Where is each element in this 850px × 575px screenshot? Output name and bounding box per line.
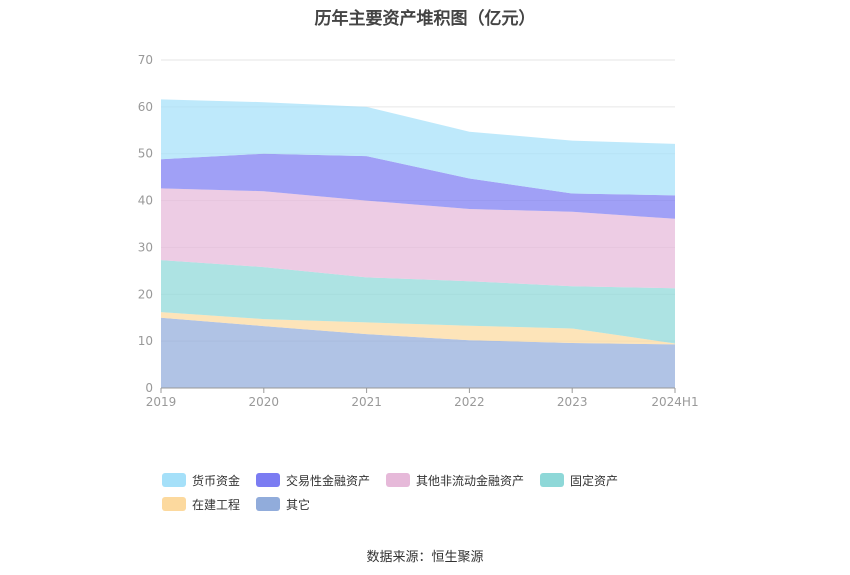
series-area-0	[161, 317, 675, 388]
stacked-area-chart: 0 10 20 30 40 50 60 70 2019 2020 2021 2022 2023 2024H…	[138, 53, 699, 409]
y-tick-label: 0	[145, 381, 153, 395]
legend-item[interactable]: 其他非流动金融资产	[386, 472, 524, 488]
series-area-2	[161, 260, 675, 344]
legend-swatch	[162, 473, 186, 487]
x-tick-label: 2024H1	[651, 395, 698, 409]
legend-swatch	[386, 473, 411, 487]
legend-swatch	[256, 473, 281, 487]
y-tick-label: 20	[138, 287, 153, 301]
legend-swatch	[162, 497, 186, 511]
legend-item[interactable]: 货币资金	[162, 472, 240, 488]
x-tick-label: 2020	[249, 395, 280, 409]
axis-layer: 0 10 20 30 40 50 60 70 2019 2020 2021 2022 2023 2024H…	[138, 53, 699, 409]
x-tick-label: 2021	[351, 395, 382, 409]
x-tick-label: 2019	[146, 395, 177, 409]
series-area-5	[161, 99, 675, 196]
y-tick-label: 50	[138, 147, 153, 161]
legend-item[interactable]: 固定资产	[540, 472, 618, 488]
chart-title: 历年主要资产堆积图（亿元）	[314, 9, 536, 29]
x-tick-label: 2023	[557, 395, 588, 409]
y-tick-label: 40	[138, 194, 153, 208]
y-tick-label: 70	[138, 53, 153, 67]
y-tick-label: 10	[138, 334, 153, 348]
area-layer	[161, 99, 675, 388]
legend: 货币资金 交易性金融资产 其他非流动金融资产 固定资产在建工程 其它	[162, 472, 722, 520]
legend-label: 其他非流动金融资产	[416, 473, 525, 488]
legend-label: 交易性金融资产	[286, 473, 371, 488]
legend-swatch	[256, 497, 281, 511]
y-tick-label: 30	[138, 240, 153, 254]
source-note: 数据来源：恒生聚源	[366, 550, 484, 565]
legend-label: 在建工程	[192, 497, 241, 512]
legend-label: 货币资金	[192, 473, 241, 488]
legend-swatch	[540, 473, 565, 487]
series-area-1	[161, 312, 675, 345]
y-tick-label: 60	[138, 100, 153, 114]
series-area-3	[161, 188, 675, 289]
series-area-4	[161, 153, 675, 219]
legend-item[interactable]: 在建工程	[162, 496, 240, 512]
legend-item[interactable]: 其它	[256, 496, 310, 512]
legend-item[interactable]: 交易性金融资产	[256, 472, 370, 488]
legend-label: 固定资产	[570, 473, 619, 488]
x-tick-label: 2022	[454, 395, 485, 409]
legend-label: 其它	[286, 497, 311, 512]
